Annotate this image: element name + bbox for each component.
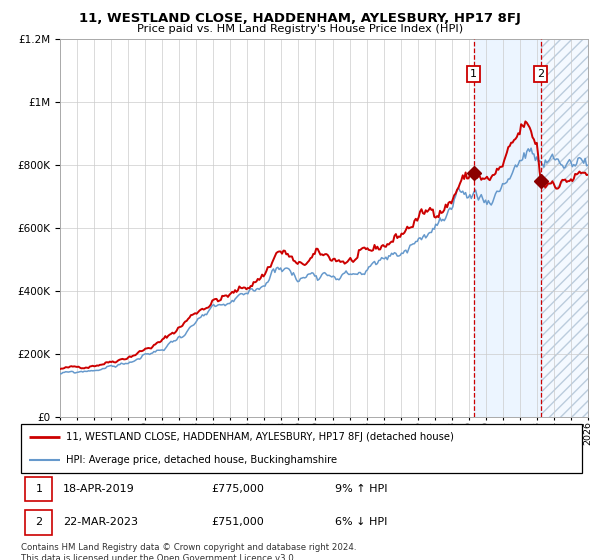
Text: £751,000: £751,000	[212, 517, 265, 528]
Text: 6% ↓ HPI: 6% ↓ HPI	[335, 517, 388, 528]
Text: HPI: Average price, detached house, Buckinghamshire: HPI: Average price, detached house, Buck…	[66, 455, 337, 465]
Text: 9% ↑ HPI: 9% ↑ HPI	[335, 484, 388, 494]
Text: 11, WESTLAND CLOSE, HADDENHAM, AYLESBURY, HP17 8FJ (detached house): 11, WESTLAND CLOSE, HADDENHAM, AYLESBURY…	[66, 432, 454, 442]
Bar	[474, 39, 541, 417]
Text: 1: 1	[470, 69, 477, 79]
Text: £775,000: £775,000	[212, 484, 265, 494]
Text: 1: 1	[35, 484, 43, 494]
FancyBboxPatch shape	[25, 477, 52, 501]
Text: 2: 2	[35, 517, 43, 528]
Bar	[541, 39, 588, 417]
Text: 18-APR-2019: 18-APR-2019	[63, 484, 135, 494]
Text: 22-MAR-2023: 22-MAR-2023	[63, 517, 138, 528]
FancyBboxPatch shape	[21, 424, 582, 473]
FancyBboxPatch shape	[25, 510, 52, 535]
Text: 11, WESTLAND CLOSE, HADDENHAM, AYLESBURY, HP17 8FJ: 11, WESTLAND CLOSE, HADDENHAM, AYLESBURY…	[79, 12, 521, 25]
Text: Contains HM Land Registry data © Crown copyright and database right 2024.
This d: Contains HM Land Registry data © Crown c…	[21, 543, 356, 560]
Text: Price paid vs. HM Land Registry's House Price Index (HPI): Price paid vs. HM Land Registry's House …	[137, 24, 463, 34]
Text: 2: 2	[537, 69, 544, 79]
Bar	[541, 39, 588, 417]
